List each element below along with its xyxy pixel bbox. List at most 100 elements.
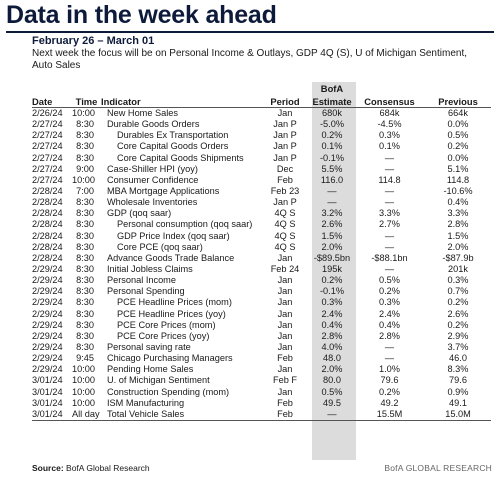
time-cell: 10:00 (72, 397, 95, 408)
table-body: 2/26/24 10:00 New Home Sales Jan 680k 684k 664… (32, 108, 491, 421)
table-row: 2/29/24 8:30 PCE Headline Prices (mom) Jan 0… (32, 297, 491, 308)
bofa-estimate-cell: 0.1% (321, 141, 343, 152)
consensus-cell: 0.5% (379, 275, 400, 286)
period-cell: Jan (277, 286, 293, 297)
previous-cell: 0.2% (447, 297, 469, 308)
period-cell: Feb (277, 397, 293, 408)
indicator-cell: Personal Spending (107, 286, 185, 297)
previous-cell: 0.2% (447, 141, 469, 152)
bofa-estimate-cell: 0.3% (321, 297, 343, 308)
table-row: 2/28/24 8:30 Advance Goods Trade Balance Ja… (32, 253, 491, 264)
period-cell: Feb (260, 408, 310, 421)
date-cell: 3/01/24 (32, 375, 63, 386)
consensus-cell: — (384, 197, 395, 208)
period-cell: 4Q S (274, 230, 296, 241)
header-bofa-top: BofA (320, 83, 344, 94)
consensus-cell: 0.3% (379, 297, 400, 308)
previous-cell: 79.6 (449, 375, 467, 386)
table-row: 2/27/24 10:00 Consumer Confidence Feb 116.0 1… (32, 175, 491, 186)
period-cell: Jan (277, 342, 293, 353)
period-cell: Jan (277, 275, 293, 286)
consensus-cell: 3.3% (379, 208, 400, 219)
previous-cell: 0.2% (447, 319, 469, 330)
economic-calendar-table: BofA Date Time Indicator Period Estimate… (32, 82, 491, 421)
previous-cell: 3.7% (447, 342, 469, 353)
bofa-estimate-cell: 5.5% (321, 163, 343, 174)
table-row: 2/29/24 9:45 Chicago Purchasing Managers Fe… (32, 353, 491, 364)
table-row: 2/29/24 10:00 Pending Home Sales Jan 2.0% 1.0… (32, 364, 491, 375)
table-row: 2/28/24 8:30 Core PCE (qoq saar) 4Q S 2.0% — 2… (32, 242, 491, 253)
page-title: Data in the week ahead (6, 1, 277, 29)
previous-cell: 0.0% (447, 119, 469, 130)
indicator-cell: MBA Mortgage Applications (107, 186, 220, 197)
consensus-cell: 2.8% (379, 330, 400, 341)
previous-cell: 2.6% (447, 308, 469, 319)
date-cell: 2/27/24 (32, 152, 63, 163)
header-previous: Previous (425, 94, 491, 108)
indicator-cell: GDP Price Index (qoq saar) (117, 230, 230, 241)
date-cell: 2/29/24 (32, 319, 63, 330)
date-cell: 2/27/24 (32, 163, 63, 174)
indicator-cell: Personal Income (107, 275, 176, 286)
table-row: 2/29/24 8:30 Personal Spending Jan -0.1% 0.2%… (32, 286, 491, 297)
period-cell: Jan (277, 297, 293, 308)
bofa-estimate-cell: -$89.5bn (313, 252, 351, 263)
indicator-cell: Total Vehicle Sales (101, 408, 260, 421)
previous-cell: 0.3% (447, 275, 469, 286)
bofa-estimate-highlight (312, 82, 356, 460)
time-cell: 8:30 (76, 241, 94, 252)
period-cell: 4Q S (274, 241, 296, 252)
period-cell: Dec (276, 163, 294, 174)
previous-cell: 0.4% (447, 197, 469, 208)
consensus-cell: 15.5M (354, 408, 425, 421)
indicator-cell: New Home Sales (107, 108, 178, 119)
indicator-cell: Consumer Confidence (107, 174, 199, 185)
consensus-cell: 0.2% (379, 286, 400, 297)
date-cell: 2/29/24 (32, 308, 63, 319)
indicator-cell: ISM Manufacturing (107, 397, 185, 408)
period-cell: Jan P (273, 141, 297, 152)
time-cell: 10:00 (72, 375, 95, 386)
header-time: Time (72, 94, 101, 108)
previous-cell: 3.3% (447, 208, 469, 219)
date-cell: 2/29/24 (32, 275, 63, 286)
consensus-cell: 1.0% (379, 364, 400, 375)
date-cell: 2/27/24 (32, 130, 63, 141)
table-row: 3/01/24 All day Total Vehicle Sales Feb —15.… (32, 408, 491, 421)
indicator-cell: Case-Shiller HPI (yoy) (107, 163, 198, 174)
date-cell: 2/28/24 (32, 197, 63, 208)
source-note: Source: BofA Global Research (32, 463, 150, 473)
table-row: 2/29/24 8:30 PCE Core Prices (mom) Jan 0.4% 0… (32, 320, 491, 331)
time-cell: 10:00 (72, 108, 95, 119)
date-cell: 2/27/24 (32, 141, 63, 152)
previous-cell: 0.0% (447, 152, 469, 163)
header-bofa-estimate: Estimate (310, 94, 354, 108)
date-range: February 26 – March 01 (32, 35, 155, 47)
indicator-cell: Personal saving rate (107, 342, 191, 353)
time-cell: 8:30 (76, 342, 94, 353)
period-cell: Feb 23 (270, 186, 300, 197)
time-cell: 9:45 (76, 353, 94, 364)
indicator-cell: PCE Headline Prices (yoy) (117, 308, 226, 319)
bofa-estimate-cell: 0.2% (321, 275, 343, 286)
time-cell: 8:30 (76, 264, 94, 275)
period-cell: Feb 24 (270, 264, 300, 275)
bofa-estimate-cell: 4.0% (321, 342, 343, 353)
time-cell: 8:30 (76, 219, 94, 230)
period-cell: Jan P (273, 197, 297, 208)
date-cell: 3/01/24 (32, 386, 63, 397)
table-row: 2/29/24 8:30 Initial Jobless Claims Feb 24 1… (32, 264, 491, 275)
consensus-cell: 0.3% (379, 130, 400, 141)
consensus-cell: 0.2% (379, 386, 400, 397)
indicator-cell: Construction Spending (mom) (107, 386, 230, 397)
header-indicator: Indicator (101, 94, 260, 108)
indicator-cell: PCE Core Prices (mom) (117, 319, 216, 330)
bofa-estimate-cell: 0.5% (321, 386, 343, 397)
period-cell: Feb F (273, 375, 297, 386)
indicator-cell: Core Capital Goods Orders (117, 141, 229, 152)
consensus-cell: — (384, 230, 395, 241)
indicator-cell: Durables Ex Transportation (117, 130, 229, 141)
indicator-cell: Core PCE (qoq saar) (117, 241, 203, 252)
time-cell: 9:00 (76, 163, 94, 174)
source-label: Source: (32, 463, 64, 473)
